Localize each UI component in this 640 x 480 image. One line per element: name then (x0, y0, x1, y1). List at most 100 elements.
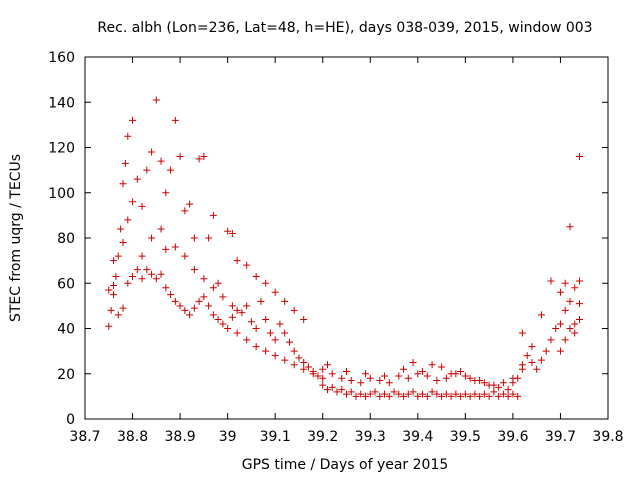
data-point (152, 275, 160, 283)
data-point (438, 363, 446, 371)
data-point (129, 116, 137, 124)
data-point (499, 390, 507, 398)
data-point (485, 392, 493, 400)
data-point (480, 379, 488, 387)
data-point (499, 379, 507, 387)
data-point (219, 320, 227, 328)
data-point (509, 379, 517, 387)
x-tick-label: 39.5 (450, 429, 481, 445)
data-point (552, 325, 560, 332)
data-point (423, 392, 431, 400)
data-point (129, 198, 137, 206)
data-point (238, 309, 246, 317)
data-point (209, 284, 217, 292)
data-point (466, 374, 474, 382)
data-point (556, 347, 564, 355)
data-point (143, 266, 151, 274)
data-point (428, 388, 436, 396)
data-point (138, 252, 146, 260)
data-point (428, 361, 436, 369)
data-point (290, 361, 298, 369)
data-point (347, 377, 355, 385)
data-point (162, 284, 170, 292)
data-point (433, 377, 441, 385)
x-tick-label: 38.7 (69, 429, 100, 445)
data-point (385, 392, 393, 400)
data-point (409, 388, 417, 396)
data-point (262, 279, 270, 287)
data-point (186, 200, 194, 208)
data-point (347, 388, 355, 396)
y-tick-label: 100 (48, 186, 75, 202)
data-point (290, 306, 298, 314)
data-point (281, 329, 289, 337)
data-point (362, 392, 370, 400)
data-point (110, 291, 118, 299)
data-point (271, 336, 279, 344)
data-point (266, 329, 274, 337)
y-tick-label: 20 (57, 367, 75, 383)
data-point (124, 216, 132, 224)
data-point (409, 358, 417, 366)
y-tick-label: 120 (48, 141, 75, 157)
data-point (338, 374, 346, 382)
data-point (276, 320, 284, 328)
data-point (476, 377, 484, 385)
x-tick-label: 39 (219, 429, 237, 445)
data-point (352, 392, 360, 400)
data-point (300, 365, 308, 373)
data-point (124, 132, 132, 140)
data-point (247, 318, 255, 326)
x-tick-label: 39.7 (545, 429, 576, 445)
data-point (105, 286, 113, 294)
data-point (537, 356, 545, 364)
data-point (138, 275, 146, 283)
data-point (556, 320, 564, 328)
data-point (181, 306, 189, 314)
data-point (514, 374, 522, 382)
data-point (119, 304, 127, 312)
data-point (157, 270, 165, 278)
data-point (461, 390, 469, 398)
data-point (190, 234, 198, 242)
data-point (114, 252, 122, 260)
x-tick-label: 39.8 (592, 429, 623, 445)
data-point (385, 379, 393, 387)
data-point (200, 275, 208, 283)
data-point (457, 392, 465, 400)
data-point (133, 175, 141, 183)
data-point (528, 343, 536, 351)
data-point (171, 297, 179, 305)
data-point (117, 225, 125, 233)
data-point (433, 390, 441, 398)
data-point (319, 365, 327, 373)
data-point (490, 388, 498, 396)
data-point (528, 358, 536, 366)
data-point (376, 392, 384, 400)
data-point (366, 390, 374, 398)
data-point (547, 336, 555, 344)
data-point (366, 374, 374, 382)
data-point (504, 386, 512, 394)
data-point (447, 392, 455, 400)
x-tick-label: 39.2 (307, 429, 338, 445)
data-point (357, 379, 365, 387)
data-point (119, 239, 127, 247)
data-point (143, 166, 151, 174)
data-point (338, 386, 346, 394)
data-point (442, 390, 450, 398)
data-point (209, 311, 217, 319)
x-tick-label: 39.4 (402, 429, 433, 445)
data-point (252, 343, 260, 351)
data-point (219, 293, 227, 301)
data-point (404, 374, 412, 382)
data-point (362, 370, 370, 378)
data-point (419, 367, 427, 375)
data-point (171, 116, 179, 124)
data-point (252, 272, 260, 280)
x-tick-label: 39.3 (355, 429, 386, 445)
data-point (414, 370, 422, 378)
data-point (457, 367, 465, 375)
data-point (205, 234, 213, 242)
data-point (390, 388, 398, 396)
